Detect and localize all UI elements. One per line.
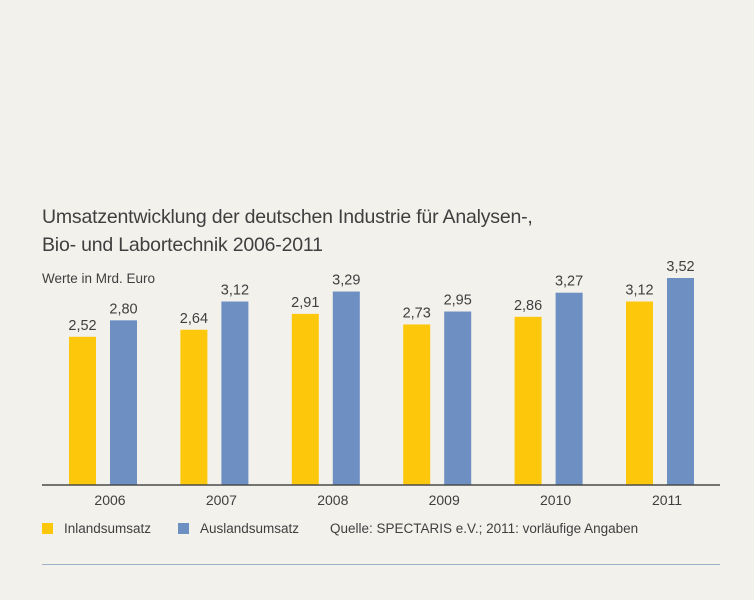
bar-ausland-2007 <box>221 301 249 485</box>
bar-inland-2010 <box>514 316 542 485</box>
bar-inland-2007 <box>180 329 208 485</box>
data-label-ausland-2011: 3,52 <box>666 259 694 275</box>
bar-ausland-2008 <box>332 291 360 485</box>
source-note: Quelle: SPECTARIS e.V.; 2011: vorläufige… <box>330 521 639 536</box>
data-label-ausland-2008: 3,29 <box>332 273 360 289</box>
x-tick-label-2007: 2007 <box>206 492 237 508</box>
legend-label-ausland: Auslandsumsatz <box>200 521 300 536</box>
bar-ausland-2006 <box>110 320 137 485</box>
x-tick-label-2006: 2006 <box>94 492 125 508</box>
chart-title: Umsatzentwicklung der deutschen Industri… <box>42 203 533 259</box>
data-label-inland-2011: 3,12 <box>625 283 653 299</box>
bar-ausland-2009 <box>444 311 472 485</box>
legend-swatch-inland <box>42 523 53 534</box>
x-tick-label-2009: 2009 <box>429 492 460 508</box>
data-label-ausland-2009: 2,95 <box>444 293 472 309</box>
bar-ausland-2011 <box>667 278 694 485</box>
data-label-inland-2008: 2,91 <box>291 295 319 311</box>
bar-inland-2011 <box>626 301 653 485</box>
chart-title-line-1: Umsatzentwicklung der deutschen Industri… <box>42 206 533 228</box>
data-label-ausland-2010: 3,27 <box>555 274 583 290</box>
x-tick-label-2008: 2008 <box>317 492 348 508</box>
unit-label: Werte in Mrd. Euro <box>42 271 156 286</box>
bar-inland-2006 <box>69 336 96 485</box>
x-tick-label-2011: 2011 <box>652 492 682 508</box>
data-label-inland-2009: 2,73 <box>403 305 431 321</box>
bar-inland-2009 <box>403 324 431 485</box>
x-tick-label-2010: 2010 <box>540 492 571 508</box>
legend-swatch-ausland <box>178 523 189 534</box>
data-label-inland-2007: 2,64 <box>180 311 208 327</box>
chart-title-line-2: Bio- und Labortechnik 2006-2011 <box>42 234 323 256</box>
legend-item-ausland: Auslandsumsatz <box>178 521 299 536</box>
data-label-inland-2010: 2,86 <box>514 298 542 314</box>
data-label-ausland-2006: 2,80 <box>109 301 137 317</box>
bar-inland-2008 <box>291 313 319 485</box>
legend-label-inland: Inlandsumsatz <box>64 521 152 536</box>
data-label-ausland-2007: 3,12 <box>221 283 249 299</box>
legend-item-inland: Inlandsumsatz <box>42 521 151 536</box>
data-label-inland-2006: 2,52 <box>68 318 96 334</box>
bar-ausland-2010 <box>555 292 583 485</box>
bottom-divider <box>42 564 720 565</box>
